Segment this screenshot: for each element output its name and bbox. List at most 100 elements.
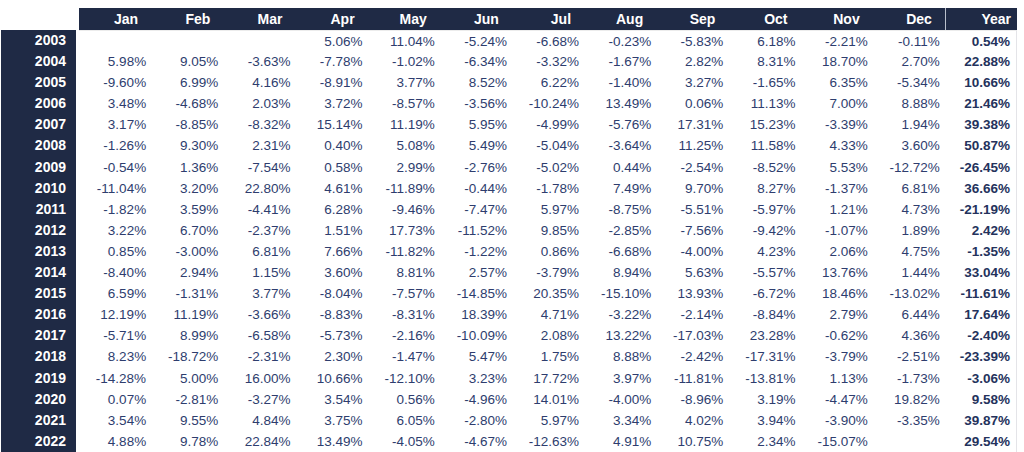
- return-cell: -8.84%: [728, 304, 800, 325]
- return-cell: 3.34%: [584, 410, 656, 431]
- return-cell: -5.51%: [656, 199, 728, 220]
- return-cell: 3.60%: [295, 262, 367, 283]
- return-cell: 2.34%: [728, 431, 800, 452]
- year-total-cell: -1.35%: [945, 241, 1017, 262]
- return-cell: -5.04%: [512, 135, 584, 156]
- return-cell: -2.81%: [151, 389, 223, 410]
- return-cell: -11.04%: [79, 178, 151, 199]
- return-cell: 2.06%: [801, 241, 873, 262]
- return-cell: 11.04%: [368, 30, 440, 51]
- year-total-cell: -21.19%: [945, 199, 1017, 220]
- return-cell: 8.99%: [151, 325, 223, 346]
- year-total-cell: -3.06%: [945, 368, 1017, 389]
- return-cell: 8.27%: [728, 178, 800, 199]
- return-cell: -1.40%: [584, 72, 656, 93]
- year-total-cell: 39.38%: [945, 114, 1017, 135]
- return-cell: 13.49%: [584, 93, 656, 114]
- year-label: 2003: [1, 30, 79, 51]
- year-label: 2008: [1, 135, 79, 156]
- monthly-returns-table: JanFebMarAprMayJunJulAugSepOctNovDecYear…: [0, 0, 1024, 452]
- year-total-cell: -11.61%: [945, 283, 1017, 304]
- column-header-mar: Mar: [223, 8, 295, 30]
- return-cell: 6.05%: [368, 410, 440, 431]
- return-cell: -8.96%: [656, 389, 728, 410]
- return-cell: -3.66%: [223, 304, 295, 325]
- column-header-year: Year: [945, 8, 1017, 30]
- return-cell: 12.19%: [79, 304, 151, 325]
- return-cell: 5.63%: [656, 262, 728, 283]
- return-cell: 4.91%: [584, 431, 656, 452]
- return-cell: 0.56%: [368, 389, 440, 410]
- return-cell: 5.49%: [440, 135, 512, 156]
- return-cell: 2.82%: [656, 51, 728, 72]
- return-cell: 7.00%: [801, 93, 873, 114]
- return-cell: 6.59%: [79, 283, 151, 304]
- return-cell: -3.00%: [151, 241, 223, 262]
- return-cell: 3.59%: [151, 199, 223, 220]
- year-label: 2012: [1, 220, 79, 241]
- year-label: 2009: [1, 157, 79, 178]
- return-cell: [223, 30, 295, 51]
- year-total-cell: 36.66%: [945, 178, 1017, 199]
- return-cell: -14.85%: [440, 283, 512, 304]
- return-cell: -5.97%: [728, 199, 800, 220]
- return-cell: -0.23%: [584, 30, 656, 51]
- return-cell: 3.77%: [368, 72, 440, 93]
- return-cell: -6.68%: [584, 241, 656, 262]
- year-total-cell: 50.87%: [945, 135, 1017, 156]
- return-cell: 7.66%: [295, 241, 367, 262]
- return-cell: -11.52%: [440, 220, 512, 241]
- return-cell: -1.65%: [728, 72, 800, 93]
- return-cell: 6.44%: [873, 304, 945, 325]
- return-cell: -8.32%: [223, 114, 295, 135]
- return-cell: 18.39%: [440, 304, 512, 325]
- column-header-sep: Sep: [656, 8, 728, 30]
- year-label: 2015: [1, 283, 79, 304]
- return-cell: 8.88%: [873, 93, 945, 114]
- return-cell: -8.04%: [295, 283, 367, 304]
- return-cell: 11.58%: [728, 135, 800, 156]
- return-cell: -2.37%: [223, 220, 295, 241]
- return-cell: -15.07%: [801, 431, 873, 452]
- return-cell: -14.28%: [79, 368, 151, 389]
- return-cell: -5.71%: [79, 325, 151, 346]
- return-cell: 17.73%: [368, 220, 440, 241]
- return-cell: -2.51%: [873, 346, 945, 367]
- return-cell: -11.82%: [368, 241, 440, 262]
- return-cell: 8.23%: [79, 346, 151, 367]
- return-cell: 3.94%: [728, 410, 800, 431]
- return-cell: 4.02%: [656, 410, 728, 431]
- return-cell: 2.99%: [368, 157, 440, 178]
- return-cell: 11.25%: [656, 135, 728, 156]
- return-cell: 1.89%: [873, 220, 945, 241]
- return-cell: -0.11%: [873, 30, 945, 51]
- return-cell: 2.79%: [801, 304, 873, 325]
- return-cell: 6.22%: [512, 72, 584, 93]
- return-cell: 3.97%: [584, 368, 656, 389]
- return-cell: 8.88%: [584, 346, 656, 367]
- return-cell: 22.84%: [223, 431, 295, 452]
- return-cell: 5.00%: [151, 368, 223, 389]
- return-cell: 23.28%: [728, 325, 800, 346]
- return-cell: 17.31%: [656, 114, 728, 135]
- return-cell: -7.78%: [295, 51, 367, 72]
- return-cell: -1.26%: [79, 135, 151, 156]
- return-cell: [79, 30, 151, 51]
- return-cell: 16.00%: [223, 368, 295, 389]
- year-total-cell: 21.46%: [945, 93, 1017, 114]
- year-label: 2007: [1, 114, 79, 135]
- return-cell: 19.82%: [873, 389, 945, 410]
- return-cell: 3.60%: [873, 135, 945, 156]
- return-cell: -8.52%: [728, 157, 800, 178]
- year-total-cell: 29.54%: [945, 431, 1017, 452]
- return-cell: -0.44%: [440, 178, 512, 199]
- column-header-oct: Oct: [728, 8, 800, 30]
- return-cell: -15.10%: [584, 283, 656, 304]
- return-cell: 3.19%: [728, 389, 800, 410]
- year-label: 2013: [1, 241, 79, 262]
- return-cell: -9.46%: [368, 199, 440, 220]
- return-cell: 8.81%: [368, 262, 440, 283]
- column-header-jun: Jun: [440, 8, 512, 30]
- column-header-jul: Jul: [512, 8, 584, 30]
- return-cell: 2.94%: [151, 262, 223, 283]
